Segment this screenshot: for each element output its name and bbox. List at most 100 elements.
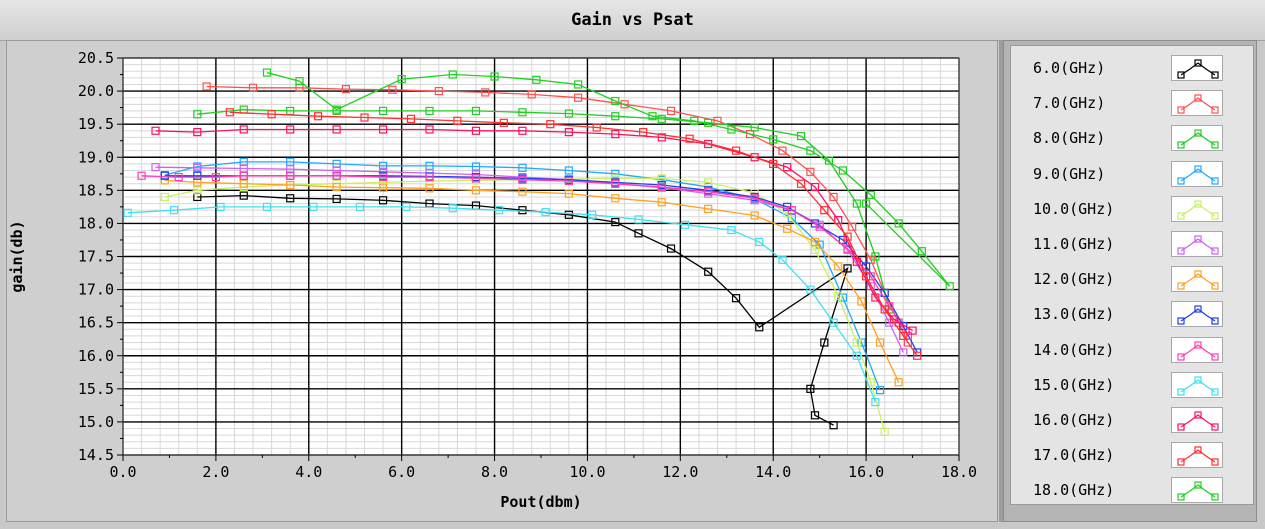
data-point xyxy=(796,131,806,141)
data-point xyxy=(309,202,318,211)
data-point xyxy=(239,191,248,200)
data-point xyxy=(648,112,657,121)
data-point xyxy=(657,133,666,142)
data-point xyxy=(378,183,388,192)
data-point xyxy=(267,110,276,119)
legend-item-16-0ghz: 16.0(GHz) xyxy=(1011,403,1255,437)
data-point xyxy=(471,174,481,183)
data-point xyxy=(829,421,838,430)
legend-swatch-line xyxy=(1180,167,1216,182)
data-point xyxy=(193,128,202,137)
data-point xyxy=(378,106,388,116)
data-point xyxy=(852,351,861,360)
data-point xyxy=(611,96,620,106)
legend-swatch-line xyxy=(1180,308,1216,322)
data-point xyxy=(332,105,341,114)
legend-swatch-line xyxy=(1180,343,1216,358)
data-point xyxy=(481,88,490,97)
data-point xyxy=(495,206,504,215)
data-point xyxy=(490,72,499,81)
data-point xyxy=(862,199,871,208)
data-point xyxy=(313,112,323,121)
legend-swatch-icon xyxy=(1171,301,1223,328)
x-tick-label: 8.0 xyxy=(481,463,508,481)
legend-item-11-0ghz: 11.0(GHz) xyxy=(1011,227,1255,261)
legend-swatch-marker xyxy=(1194,481,1202,489)
data-point xyxy=(875,386,885,395)
chart-title: Gain vs Psat xyxy=(0,0,1265,41)
data-point xyxy=(894,378,903,387)
data-point xyxy=(425,125,434,134)
series-line-9-0ghz xyxy=(164,161,881,391)
data-point xyxy=(332,171,341,180)
data-point xyxy=(225,108,234,117)
data-point xyxy=(806,384,815,393)
data-point xyxy=(657,182,666,192)
data-point xyxy=(160,192,169,202)
data-point xyxy=(202,82,211,91)
legend-swatch-marker xyxy=(1194,270,1202,278)
legend-swatch-marker xyxy=(1194,164,1202,173)
data-point xyxy=(787,214,796,223)
data-point xyxy=(193,163,202,172)
legend-swatch-icon xyxy=(1171,336,1223,363)
data-point xyxy=(378,161,388,170)
legend-swatch-marker xyxy=(1211,282,1219,290)
data-point xyxy=(499,118,508,127)
legend-swatch-marker xyxy=(1194,446,1202,454)
y-tick-label: 18.0 xyxy=(78,214,114,232)
data-point xyxy=(820,338,829,347)
data-point xyxy=(787,206,796,215)
data-point xyxy=(448,204,457,213)
legend-swatch-icon xyxy=(1171,231,1223,257)
data-point xyxy=(532,75,541,84)
legend-swatch-icon xyxy=(1171,407,1223,433)
legend-label: 8.0(GHz) xyxy=(1033,129,1106,148)
legend-swatch-line xyxy=(1180,484,1216,498)
legend-label: 15.0(GHz) xyxy=(1033,375,1115,394)
data-point xyxy=(611,194,620,203)
data-point xyxy=(378,125,388,134)
legend-swatch-marker xyxy=(1211,423,1219,431)
data-point xyxy=(169,206,179,215)
data-point xyxy=(564,189,573,198)
legend-swatch-marker xyxy=(1194,376,1202,384)
data-point xyxy=(690,116,699,125)
data-point xyxy=(727,225,736,235)
data-point xyxy=(862,272,871,281)
data-point xyxy=(875,338,885,347)
data-point xyxy=(518,126,527,135)
data-point xyxy=(750,194,759,203)
legend-swatch-marker xyxy=(1211,71,1219,79)
legend-label: 16.0(GHz) xyxy=(1033,411,1115,429)
data-point xyxy=(806,167,815,176)
data-point xyxy=(611,112,620,121)
legend-swatch-line xyxy=(1180,414,1216,428)
data-point xyxy=(137,171,146,180)
legend-swatch-marker xyxy=(1194,129,1202,137)
data-point xyxy=(211,173,220,182)
data-point xyxy=(657,114,666,123)
y-tick-label: 16.0 xyxy=(78,347,114,365)
data-point xyxy=(332,125,341,134)
legend-swatch-line xyxy=(1180,449,1216,463)
data-point xyxy=(843,264,852,273)
data-point xyxy=(852,338,861,347)
series-line-15-0ghz xyxy=(127,206,877,403)
legend-swatch-marker xyxy=(1177,423,1185,431)
data-point xyxy=(160,171,169,180)
data-point xyxy=(899,331,908,340)
data-point xyxy=(834,216,843,225)
data-point xyxy=(611,179,620,188)
data-point xyxy=(341,84,351,94)
legend-swatch-marker xyxy=(1177,247,1185,255)
data-point xyxy=(193,186,202,195)
legend-item-9-0ghz: 9.0(GHz) xyxy=(1011,157,1255,191)
legend-swatch-marker xyxy=(1211,176,1219,185)
data-point xyxy=(174,173,183,182)
data-point xyxy=(453,116,462,125)
legend-label: 17.0(GHz) xyxy=(1033,446,1115,465)
data-point xyxy=(871,252,880,261)
y-axis-label: gain(db) xyxy=(8,220,26,292)
y-tick-label: 16.5 xyxy=(78,314,114,332)
